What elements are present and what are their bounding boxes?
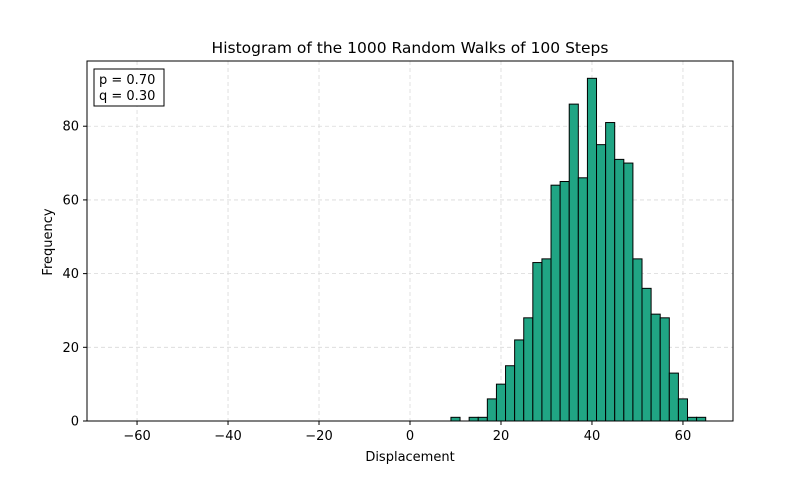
x-tick-label: −40	[214, 429, 241, 444]
histogram-bar	[559, 180, 570, 422]
histogram-bar	[659, 317, 670, 422]
y-tick-label: 20	[62, 341, 79, 356]
annotation-line-p: p = 0.70	[99, 73, 155, 88]
histogram-bar	[477, 416, 488, 422]
ticks-layer: −60 −40 −20 0 20 40 60 0 20 40 60 80	[62, 120, 691, 444]
y-tick-label: 80	[62, 120, 79, 135]
histogram-bar	[605, 122, 616, 422]
x-axis-label: Displacement	[365, 450, 454, 465]
histogram-bar	[596, 144, 607, 422]
annotation-box: p = 0.70 q = 0.30	[93, 68, 165, 107]
y-tick-label: 0	[71, 415, 79, 430]
histogram-bar	[468, 416, 479, 422]
histogram-bar	[577, 177, 588, 422]
y-tick-label: 60	[62, 193, 79, 208]
annotation-box-frame	[93, 68, 165, 107]
histogram-bar	[486, 398, 497, 422]
histogram-bar	[632, 258, 643, 422]
histogram-bar	[568, 103, 579, 422]
histogram-bar	[696, 416, 707, 422]
histogram-bar	[650, 313, 661, 422]
histogram-bar	[623, 162, 634, 422]
histogram-bar	[514, 339, 525, 422]
histogram-bar	[450, 416, 461, 422]
histogram-bar	[614, 158, 625, 422]
histogram-bar	[668, 372, 679, 422]
x-tick-label: 40	[584, 429, 601, 444]
histogram-bar	[495, 383, 507, 422]
histogram-bar	[505, 365, 516, 422]
histogram-bar	[586, 77, 598, 422]
bars-layer	[450, 77, 707, 422]
histogram-bar	[541, 258, 552, 422]
annotation-line-q: q = 0.30	[99, 89, 155, 104]
x-tick-label: 20	[493, 429, 510, 444]
x-tick-label: 60	[675, 429, 692, 444]
y-tick-label: 40	[62, 267, 79, 282]
x-tick-label: −20	[305, 429, 332, 444]
chart-title: Histogram of the 1000 Random Walks of 10…	[212, 39, 609, 57]
x-tick-label: 0	[406, 429, 414, 444]
histogram-bar	[532, 262, 543, 422]
histogram-bar	[687, 416, 698, 422]
histogram-bar	[523, 317, 534, 422]
histogram-bar	[550, 184, 561, 422]
histogram-bar	[641, 287, 652, 422]
x-tick-label: −60	[123, 429, 150, 444]
histogram-bar	[677, 398, 689, 422]
y-axis-label: Frequency	[41, 208, 56, 275]
